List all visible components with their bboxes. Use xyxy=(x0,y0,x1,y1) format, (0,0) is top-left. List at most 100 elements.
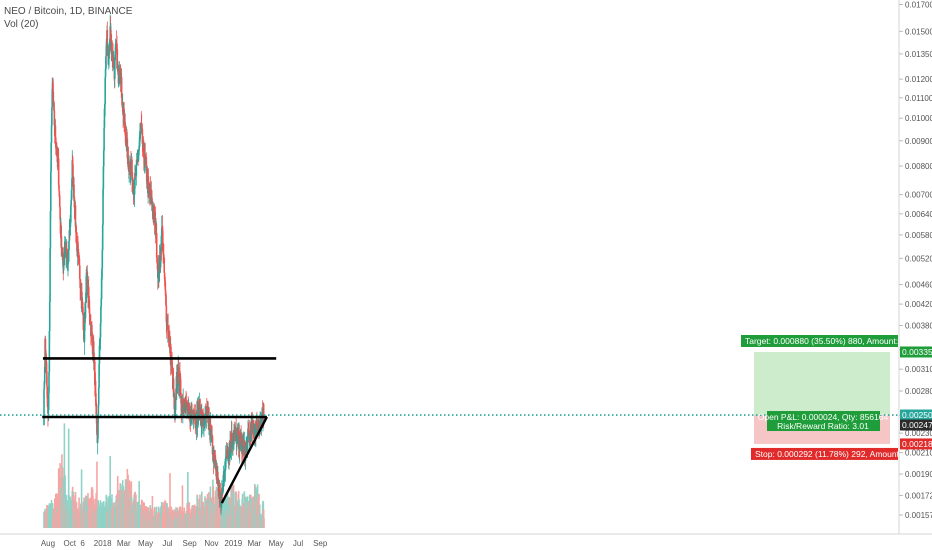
candle-body xyxy=(70,205,72,223)
candle-body xyxy=(77,248,80,253)
candle-body xyxy=(155,233,158,258)
candle-body xyxy=(140,123,143,129)
candle-body xyxy=(164,290,167,297)
candle-body xyxy=(127,147,129,159)
time-tick-label: Mar xyxy=(117,539,131,548)
candle-body xyxy=(104,77,106,105)
candle-body xyxy=(48,372,50,394)
candle-body xyxy=(100,277,103,300)
candle-body xyxy=(88,300,91,314)
candle-body xyxy=(81,301,84,313)
candle-body xyxy=(97,415,99,439)
volume-bar xyxy=(209,486,212,528)
candle-body xyxy=(179,379,182,398)
time-tick-label: Nov xyxy=(204,539,218,548)
volume-bar xyxy=(74,492,77,528)
volume-bar xyxy=(263,518,265,528)
target-label-text: Target: 0.000880 (35.50%) 880, Amount: 1… xyxy=(745,336,927,346)
candle-body xyxy=(102,189,104,225)
candle-body xyxy=(106,29,109,44)
candle-body xyxy=(49,211,52,249)
volume-bar xyxy=(222,500,225,528)
candle-body xyxy=(60,225,62,248)
candle-body xyxy=(48,301,51,331)
candle-body xyxy=(53,110,56,126)
volume-bar xyxy=(160,501,163,528)
symbol-title[interactable]: NEO / Bitcoin, 1D, BINANCE xyxy=(4,6,133,17)
candle-body xyxy=(101,249,104,269)
candle-body xyxy=(72,164,74,186)
candle-body xyxy=(72,177,75,198)
time-tick-label: Mar xyxy=(247,539,261,548)
time-tick-label: 2018 xyxy=(94,539,112,548)
candle-body xyxy=(103,127,105,151)
candle-body xyxy=(174,410,177,419)
stop-label-text: Stop: 0.000292 (11.78%) 292, Amount: 750 xyxy=(755,449,918,459)
volume-bar xyxy=(169,473,171,528)
time-tick-label: Jul xyxy=(162,539,172,548)
candle-body xyxy=(104,69,107,78)
price-tag-label: 0.002503 xyxy=(902,410,932,420)
candle-body xyxy=(48,330,51,373)
candle-body xyxy=(120,77,123,98)
target-label-box xyxy=(741,334,898,347)
candle-body xyxy=(95,402,98,416)
candle-body xyxy=(46,394,49,407)
volume-bar xyxy=(217,489,219,528)
candle-body xyxy=(108,53,110,59)
candle-body xyxy=(163,254,165,258)
candle-body xyxy=(151,197,153,205)
candle-body xyxy=(235,428,237,433)
candle-body xyxy=(49,171,52,212)
time-tick-label: 6 xyxy=(80,539,85,548)
volume-bar xyxy=(80,469,83,528)
price-tag-label: 0.003359 xyxy=(902,347,932,357)
candle-body xyxy=(88,313,91,319)
candle-body xyxy=(246,435,249,451)
price-tag-box xyxy=(900,409,932,421)
candle-body xyxy=(100,306,102,324)
drawing-lines[interactable] xyxy=(0,357,899,504)
candle-body xyxy=(169,343,172,364)
volume-indicator-label[interactable]: Vol (20) xyxy=(4,19,39,30)
position-zones[interactable] xyxy=(754,351,890,444)
price-tag-box xyxy=(900,438,932,450)
candle-body xyxy=(44,338,47,351)
stop-label-box xyxy=(751,447,898,460)
candle-body xyxy=(53,102,55,111)
candle-body xyxy=(71,178,73,190)
candle-body xyxy=(114,60,116,79)
volume-bar xyxy=(199,494,201,528)
candle-body xyxy=(114,47,117,55)
candle-body xyxy=(143,143,145,158)
time-tick-label: May xyxy=(138,539,153,548)
candle-body xyxy=(239,436,242,447)
candle-body xyxy=(46,386,49,395)
candle-body xyxy=(58,184,60,191)
candle-body xyxy=(74,205,77,228)
candle-body xyxy=(103,108,106,128)
candle-body xyxy=(95,393,97,403)
candle-body xyxy=(79,278,81,288)
volume-bar xyxy=(99,500,102,528)
candle-body xyxy=(94,361,96,386)
time-axis[interactable]: Aug Oct 6 2018 Mar May Jul Sep Nov 2019 Mar May Jul S… xyxy=(41,539,328,548)
pnl-label-line-1: Open P&L: 0.000024, Qty: 856164 xyxy=(758,412,889,422)
candle-body xyxy=(163,272,166,279)
candle-body xyxy=(236,434,238,444)
time-tick-label: Sep xyxy=(313,539,328,548)
